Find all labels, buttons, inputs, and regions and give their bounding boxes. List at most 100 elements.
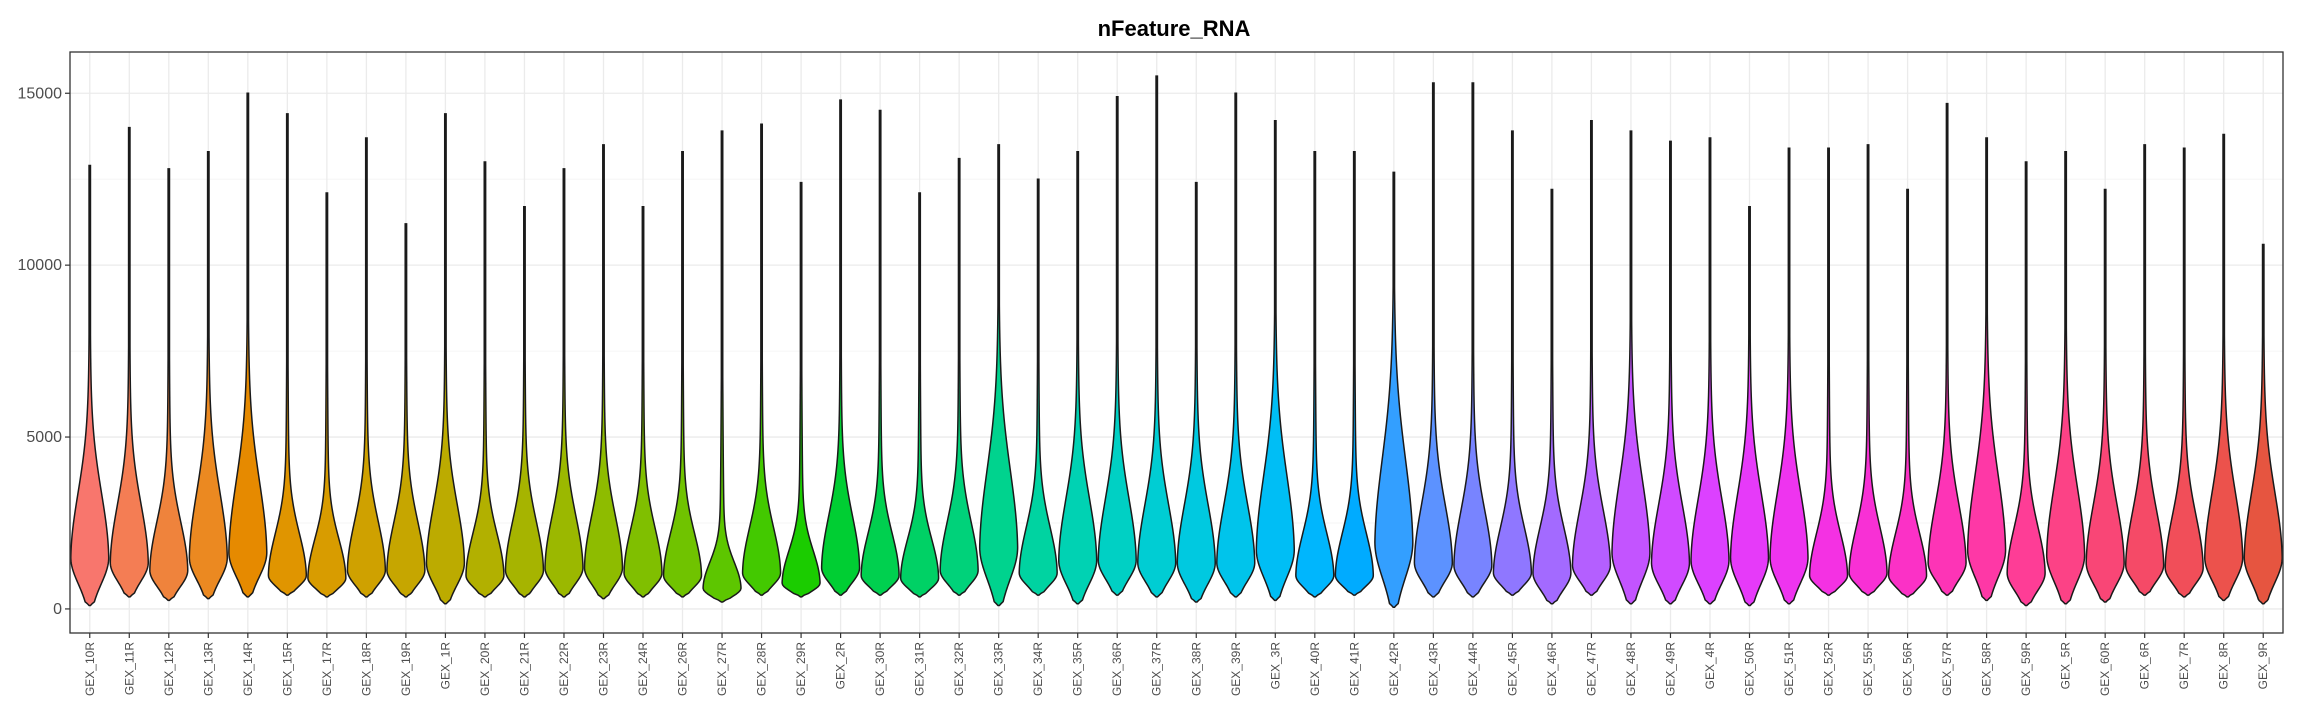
violin-GEX_2R [820,99,861,596]
violin-GEX_42R [1374,171,1414,608]
x-tick-label: GEX_27R [715,642,729,696]
violin-GEX_55R [1848,144,1888,596]
x-tick-label: GEX_21R [517,642,531,696]
x-tick-label: GEX_8R [2217,642,2231,690]
x-tick-label: GEX_57R [1940,642,1954,696]
x-axis: GEX_10R GEX_11R GEX_12R GEX_13R GEX_14R GEX_1… [83,633,2270,696]
x-tick-label: GEX_7R [2177,642,2191,690]
violin-GEX_40R [1295,150,1335,598]
violins [70,75,2283,608]
y-tick-label: 0 [53,601,62,618]
x-tick-label: GEX_20R [478,642,492,696]
x-tick-label: GEX_35R [1071,642,1085,696]
x-tick-label: GEX_59R [2019,642,2033,696]
x-tick-label: GEX_38R [1189,642,1203,696]
violin-GEX_37R [1137,75,1177,598]
x-tick-label: GEX_2R [834,642,848,690]
violin-GEX_36R [1097,95,1137,596]
violin-GEX_11R [109,126,150,598]
violin-GEX_60R [2085,188,2125,603]
violin-GEX_48R [1611,130,1651,605]
x-tick-label: GEX_3R [1268,642,1282,690]
x-tick-label: GEX_24R [636,642,650,696]
x-tick-label: GEX_28R [755,642,769,696]
violin-GEX_3R [1255,120,1296,602]
y-tick-label: 15000 [18,85,63,102]
x-tick-label: GEX_41R [1347,642,1361,696]
x-tick-label: GEX_37R [1150,642,1164,696]
plot-panel-border [69,51,2284,634]
violin-GEX_7R [2164,147,2204,598]
violin-GEX_46R [1532,188,1572,605]
violin-GEX_30R [860,109,900,596]
x-tick-label: GEX_14R [241,642,255,696]
violin-GEX_27R [702,130,742,603]
violin-GEX_31R [899,192,940,598]
x-tick-label: GEX_13R [201,642,215,696]
violin-GEX_57R [1927,102,1967,596]
violin-GEX_5R [2045,150,2086,605]
violin-GEX_23R [583,144,624,600]
violin-GEX_26R [662,150,703,598]
x-tick-label: GEX_15R [280,642,294,696]
x-tick-label: GEX_52R [1822,642,1836,696]
violin-GEX_8R [2203,133,2244,602]
x-tick-label: GEX_1R [438,642,452,690]
violin-GEX_47R [1571,120,1612,596]
violin-GEX_12R [149,168,189,602]
x-tick-label: GEX_58R [1980,642,1994,696]
x-tick-label: GEX_19R [399,642,413,696]
x-tick-label: GEX_32R [952,642,966,696]
y-axis: 0 5000 10000 15000 [18,85,70,618]
violin-GEX_51R [1769,147,1809,605]
x-tick-label: GEX_34R [1031,642,1045,696]
violin-GEX_6R [2124,144,2165,596]
violin-GEX_14R [228,92,268,598]
violin-GEX_4R [1690,137,1730,605]
x-tick-label: GEX_55R [1861,642,1875,696]
violin-GEX_43R [1413,82,1454,598]
x-tick-label: GEX_45R [1505,642,1519,696]
x-tick-label: GEX_11R [122,642,136,695]
x-tick-label: GEX_46R [1545,642,1559,696]
x-tick-label: GEX_23R [596,642,610,696]
violin-GEX_1R [425,113,466,605]
violin-GEX_20R [465,161,505,598]
x-tick-label: GEX_4R [1703,642,1717,690]
violin-GEX_58R [1966,137,2007,602]
violin-GEX_13R [188,150,229,600]
violin-GEX_28R [741,123,782,596]
x-tick-label: GEX_43R [1426,642,1440,696]
violin-GEX_41R [1334,150,1375,596]
violin-GEX_59R [2006,161,2046,607]
x-tick-label: GEX_10R [83,642,97,696]
x-tick-label: GEX_6R [2138,642,2152,690]
x-tick-label: GEX_5R [2059,642,2073,690]
x-tick-label: GEX_12R [162,642,176,696]
violin-GEX_15R [267,113,308,596]
x-tick-label: GEX_17R [320,642,334,696]
x-tick-label: GEX_40R [1308,642,1322,696]
violin-GEX_21R [504,205,545,598]
violin-GEX_38R [1176,181,1216,603]
violin-GEX_32R [939,157,979,596]
x-tick-label: GEX_51R [1782,642,1796,696]
violin-GEX_24R [623,205,663,598]
x-tick-label: GEX_56R [1901,642,1915,696]
violin-GEX_19R [386,223,426,598]
y-tick-label: 10000 [18,257,63,274]
violin-GEX_33R [978,144,1019,607]
violin-GEX_17R [307,192,347,598]
x-tick-label: GEX_60R [2098,642,2112,696]
x-tick-label: GEX_44R [1466,642,1480,696]
x-tick-label: GEX_48R [1624,642,1638,696]
x-tick-label: GEX_26R [676,642,690,696]
x-tick-label: GEX_30R [873,642,887,696]
violin-GEX_34R [1018,178,1058,596]
violin-GEX_44R [1453,82,1493,598]
x-tick-label: GEX_31R [913,642,927,696]
violin-GEX_45R [1492,130,1533,596]
violin-GEX_29R [781,181,821,598]
x-tick-label: GEX_29R [794,642,808,696]
x-tick-label: GEX_33R [992,642,1006,696]
